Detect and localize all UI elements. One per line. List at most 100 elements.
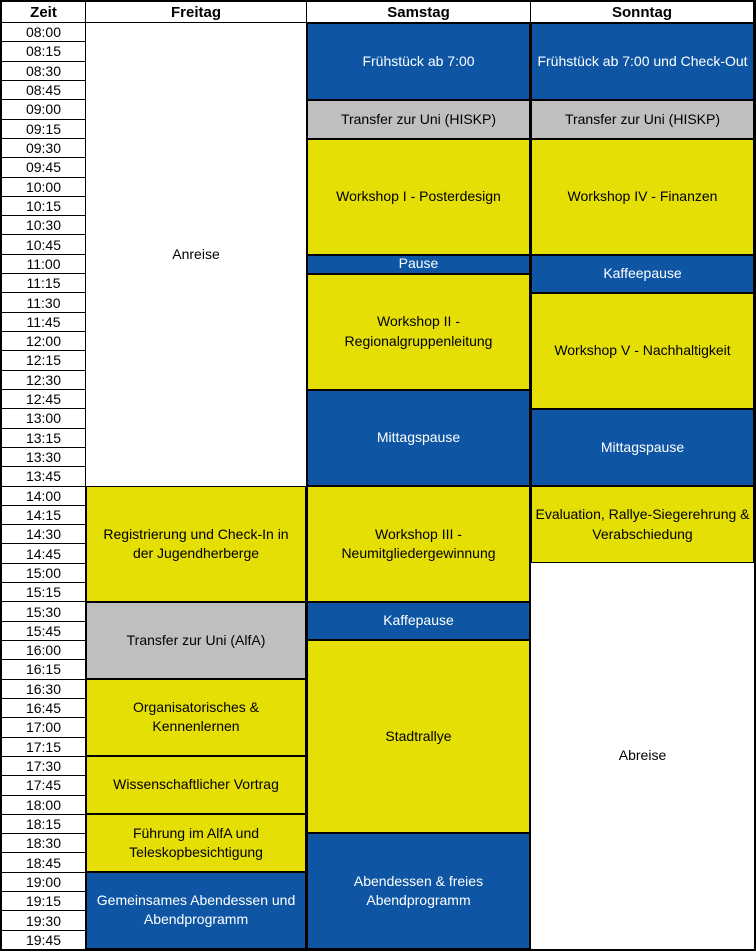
event-block: Abendessen & freies Abendprogramm <box>307 833 530 949</box>
time-cell: 12:00 <box>2 332 85 352</box>
event-block: Evaluation, Rallye-Siegerehrung & Verabs… <box>531 486 754 564</box>
time-cell: 19:00 <box>2 873 85 893</box>
event-block: Transfer zur Uni (HISKP) <box>307 100 530 139</box>
time-cell: 08:00 <box>2 23 85 43</box>
event-block: Workshop III - Neumitgliedergewinnung <box>307 486 530 602</box>
event-label: Führung im AlfA und Teleskopbesichtigung <box>129 824 263 860</box>
event-label: Workshop III - Neumitgliedergewinnung <box>341 525 496 561</box>
time-cell: 15:00 <box>2 564 85 584</box>
event-block: Abreise <box>531 563 754 949</box>
time-cell: 13:00 <box>2 409 85 429</box>
event-label: Anreise <box>172 245 220 262</box>
event-block: Kaffepause <box>307 601 530 641</box>
time-column: 08:00 08:15 08:30 08:45 09:00 09:15 09:30 09:45… <box>2 23 86 949</box>
event-label: Stadtrallye <box>385 728 452 745</box>
time-cell: 18:00 <box>2 796 85 815</box>
time-cell: 19:30 <box>2 911 85 931</box>
event-label: Transfer zur Uni (AlfA) <box>126 631 266 648</box>
event-block: Organisatorisches & Kennenlernen <box>86 678 306 757</box>
time-cell: 18:30 <box>2 834 85 854</box>
time-cell: 15:45 <box>2 622 85 641</box>
time-cell: 16:00 <box>2 641 85 661</box>
time-cell: 16:15 <box>2 660 85 680</box>
time-cell: 12:30 <box>2 371 85 390</box>
event-block: Registrierung und Check-In in der Jugend… <box>86 486 306 602</box>
event-block: Frühstück ab 7:00 und Check-Out <box>531 23 754 101</box>
time-cell: 17:00 <box>2 718 85 738</box>
day-column-sunday: Frühstück ab 7:00 und Check-Out Transfer … <box>531 23 754 949</box>
time-cell: 15:15 <box>2 583 85 603</box>
event-label: Transfer zur Uni (HISKP) <box>564 110 721 127</box>
time-cell: 13:45 <box>2 467 85 487</box>
event-label: Kaffeepause <box>603 265 682 282</box>
time-cell: 16:30 <box>2 680 85 699</box>
time-cell: 12:45 <box>2 390 85 410</box>
event-label: Pause <box>398 255 439 272</box>
event-block: Transfer zur Uni (HISKP) <box>531 100 754 139</box>
time-cell: 12:15 <box>2 351 85 371</box>
header-freitag: Freitag <box>86 2 307 23</box>
event-label: Abendessen & freies Abendprogramm <box>353 872 484 909</box>
event-block: Kaffeepause <box>531 254 754 294</box>
event-label: Workshop IV - Finanzen <box>567 187 718 204</box>
time-cell: 17:45 <box>2 776 85 796</box>
time-cell: 10:45 <box>2 235 85 255</box>
event-label: Registrierung und Check-In in der Jugend… <box>103 525 289 561</box>
event-block: Pause <box>307 254 530 274</box>
time-cell: 14:00 <box>2 487 85 506</box>
event-label: Transfer zur Uni (HISKP) <box>340 110 497 127</box>
event-block: Frühstück ab 7:00 <box>307 23 530 101</box>
time-cell: 14:15 <box>2 506 85 526</box>
event-block: Stadtrallye <box>307 640 530 834</box>
time-cell: 11:00 <box>2 255 85 275</box>
time-cell: 14:45 <box>2 544 85 564</box>
event-label: Gemeinsames Abendessen und Abendprogramm <box>96 892 296 928</box>
event-label: Frühstück ab 7:00 <box>362 52 475 69</box>
event-label: Frühstück ab 7:00 und Check-Out <box>537 52 748 69</box>
day-column-friday: Anreise Registrierung und Check-In in der… <box>86 23 307 949</box>
time-cell: 18:45 <box>2 853 85 873</box>
time-cell: 19:15 <box>2 892 85 912</box>
event-block: Gemeinsames Abendessen und Abendprogramm <box>86 871 306 949</box>
time-cell: 18:15 <box>2 815 85 835</box>
time-cell: 10:30 <box>2 216 85 236</box>
event-block: Transfer zur Uni (AlfA) <box>86 601 306 679</box>
event-label: Mittagspause <box>600 438 685 455</box>
time-cell: 11:15 <box>2 274 85 294</box>
event-label: Workshop II - Regionalgruppenleitung <box>344 313 493 349</box>
event-label: Workshop V - Nachhaltigkeit <box>554 342 731 359</box>
event-block: Workshop II - Regionalgruppenleitung <box>307 273 530 390</box>
time-cell: 09:15 <box>2 120 85 139</box>
event-label: Organisatorisches & Kennenlernen <box>132 699 260 735</box>
event-block: Mittagspause <box>531 408 754 486</box>
time-cell: 08:30 <box>2 62 85 81</box>
event-label: Abreise <box>618 747 667 764</box>
time-cell: 09:00 <box>2 100 85 120</box>
time-cell: 11:30 <box>2 293 85 313</box>
event-block: Mittagspause <box>307 389 530 486</box>
time-cell: 09:45 <box>2 158 85 178</box>
time-cell: 13:30 <box>2 448 85 468</box>
header-samstag: Samstag <box>307 2 531 23</box>
time-cell: 13:15 <box>2 429 85 448</box>
event-label: Workshop I - Posterdesign <box>336 187 501 204</box>
event-block: Workshop IV - Finanzen <box>531 138 754 255</box>
event-block: Anreise <box>86 23 306 486</box>
day-column-saturday: Frühstück ab 7:00 Transfer zur Uni (HISKP… <box>307 23 531 949</box>
event-label: Mittagspause <box>376 429 461 446</box>
time-cell: 11:45 <box>2 313 85 332</box>
time-cell: 10:15 <box>2 197 85 217</box>
event-block: Führung im AlfA und Teleskopbesichtigung <box>86 813 306 872</box>
time-cell: 14:30 <box>2 525 85 545</box>
time-cell: 16:45 <box>2 699 85 719</box>
event-block: Workshop I - Posterdesign <box>307 138 530 255</box>
time-cell: 09:30 <box>2 139 85 159</box>
event-block: Wissenschaftlicher Vortrag <box>86 756 306 814</box>
time-cell: 17:15 <box>2 738 85 757</box>
time-cell: 08:45 <box>2 81 85 101</box>
header-sonntag: Sonntag <box>531 2 754 23</box>
time-cell: 15:30 <box>2 602 85 622</box>
event-label: Wissenschaftlicher Vortrag <box>113 776 279 793</box>
time-cell: 17:30 <box>2 757 85 777</box>
